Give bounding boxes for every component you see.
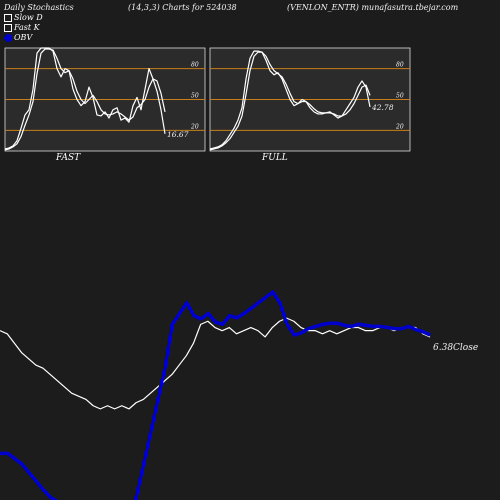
panel-full-series-1 [209, 51, 371, 151]
chart-title: Daily Stochastics [4, 3, 74, 12]
panel-fast-tick-20: 20 [190, 123, 199, 130]
legend-slow-d-swatch [4, 14, 12, 22]
panel-full-tick-80: 80 [396, 62, 404, 69]
legend-fast-k-label: Fast K [14, 23, 40, 32]
legend-fast-k: Fast K [4, 23, 40, 32]
panel-fast-series-1 [4, 48, 166, 151]
panel-full-last-value: 42.78 [371, 103, 394, 112]
legend-slow-d-label: Slow D [14, 13, 43, 22]
panel-fast-series-0 [4, 47, 166, 150]
panel-full-label: FULL [262, 153, 288, 163]
panel-full-tick-50: 50 [396, 93, 404, 100]
panel-fast-label: FAST [56, 153, 81, 163]
obv-line [0, 290, 431, 500]
legend-obv-swatch [4, 34, 12, 42]
legend-obv: OBV [4, 33, 32, 42]
panel-full-series-0 [209, 50, 371, 150]
legend-fast-k-swatch [4, 24, 12, 32]
panel-fast-tick-80: 80 [191, 62, 199, 69]
close-last-label: 6.38Close [433, 343, 478, 353]
panel-full-tick-20: 20 [395, 123, 404, 130]
panel-fast-tick-50: 50 [191, 93, 199, 100]
close-line [0, 317, 431, 410]
legend-slow-d: Slow D [4, 13, 43, 22]
panel-fast-last-value: 16.67 [167, 130, 189, 139]
chart-params: (14,3,3) Charts for 524038 [128, 3, 237, 12]
chart-symbol: (VENLON_ENTR) munafasutra.tbejar.com [287, 3, 459, 12]
legend-obv-label: OBV [14, 33, 33, 42]
